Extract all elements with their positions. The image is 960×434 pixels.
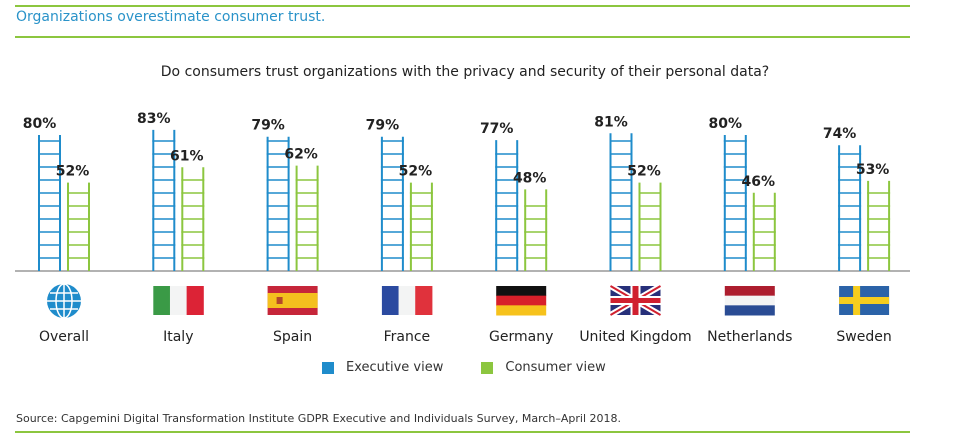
- category-group: 79% 52% France: [366, 118, 433, 345]
- legend-executive: Executive view: [322, 360, 443, 375]
- value-label: 80%: [23, 116, 57, 132]
- executive-ladder: [152, 129, 176, 271]
- category-group: 80% 52% Overall: [23, 116, 90, 345]
- executive-ladder: [38, 135, 61, 271]
- value-label: 79%: [366, 118, 400, 134]
- flag-cross: [839, 297, 890, 304]
- flag-germany-icon: [496, 286, 547, 316]
- executive-ladder: [495, 140, 519, 271]
- flag-sweden-icon: [839, 286, 890, 315]
- value-label: 79%: [251, 118, 285, 134]
- flag-spain-icon: [267, 286, 318, 315]
- consumer-ladder: [638, 182, 662, 271]
- category-label: Germany: [489, 329, 553, 345]
- flag-stripe: [186, 286, 204, 315]
- legend-consumer: Consumer view: [481, 360, 606, 375]
- flag-stripe: [153, 286, 171, 315]
- category-group: 79% 62% Spain: [251, 118, 319, 345]
- flag-stripe: [169, 286, 188, 315]
- flag-italy-icon: [153, 286, 204, 315]
- legend: Executive view Consumer view: [322, 360, 606, 375]
- category-label: Netherlands: [707, 329, 792, 345]
- value-label: 77%: [480, 121, 514, 137]
- headline-divider: [15, 36, 910, 38]
- top-divider: [15, 5, 910, 7]
- legend-label: Executive view: [346, 360, 444, 375]
- value-label: 81%: [594, 114, 628, 130]
- flag-stripe: [267, 293, 318, 308]
- category-label: France: [384, 329, 431, 345]
- category-group: 77% 48% Germany: [480, 121, 553, 345]
- flag-stripe: [496, 305, 547, 316]
- ladder-chart: 80% 52% Overall 83% 61% Italy 79% 62% Spain 79% 52…: [15, 111, 910, 345]
- value-label: 48%: [513, 170, 547, 186]
- flag-netherlands-icon: [724, 286, 775, 316]
- value-label: 52%: [627, 164, 661, 180]
- value-label: 46%: [742, 174, 776, 190]
- consumer-ladder: [181, 167, 205, 271]
- category-label: United Kingdom: [579, 329, 691, 345]
- executive-ladder: [266, 136, 290, 271]
- consumer-ladder: [295, 165, 319, 271]
- value-label: 62%: [284, 147, 318, 163]
- flag-emblem: [276, 297, 283, 304]
- value-label: 83%: [137, 111, 171, 127]
- value-label: 61%: [170, 148, 204, 164]
- category-label: Overall: [39, 329, 89, 345]
- category-label: Italy: [163, 329, 193, 345]
- legend-swatch-executive: [322, 361, 334, 374]
- category-label: Spain: [273, 329, 312, 345]
- flag-stripe: [381, 286, 400, 315]
- flag-cross: [610, 298, 661, 303]
- category-group: 74% 53% Sweden: [823, 126, 892, 345]
- flag-uk-icon: [608, 283, 663, 318]
- value-label: 80%: [709, 116, 743, 132]
- executive-ladder: [838, 145, 862, 271]
- consumer-ladder: [524, 189, 548, 271]
- flag-france-icon: [381, 286, 433, 315]
- source-note: Source: Capgemini Digital Transformation…: [16, 412, 622, 425]
- consumer-ladder: [867, 180, 891, 271]
- executive-ladder: [380, 136, 404, 271]
- globe-icon: [47, 283, 81, 319]
- headline: Organizations overestimate consumer trus…: [16, 9, 326, 25]
- value-label: 74%: [823, 126, 857, 142]
- value-label: 52%: [399, 164, 433, 180]
- consumer-ladder: [409, 182, 433, 271]
- flag-stripe: [415, 286, 433, 315]
- category-group: 83% 61% Italy: [137, 111, 205, 345]
- category-group: 81% 52% United Kingdom: [579, 114, 691, 345]
- flag-stripe: [724, 286, 775, 297]
- flag-stripe: [398, 286, 416, 315]
- legend-swatch-consumer: [481, 361, 494, 374]
- executive-ladder: [723, 135, 747, 271]
- globe-line: [55, 283, 73, 319]
- executive-ladder: [609, 133, 633, 271]
- legend-label: Consumer view: [505, 360, 606, 375]
- flag-stripe: [496, 295, 547, 306]
- flag-stripe: [724, 305, 775, 316]
- value-label: 52%: [56, 164, 90, 180]
- flag-stripe: [496, 286, 547, 297]
- category-group: 80% 46% Netherlands: [707, 116, 792, 345]
- flag-stripe: [724, 295, 775, 306]
- category-label: Sweden: [836, 329, 891, 345]
- value-label: 53%: [856, 162, 890, 178]
- chart-title: Do consumers trust organizations with th…: [160, 64, 770, 80]
- consumer-ladder: [752, 192, 776, 271]
- consumer-ladder: [67, 182, 90, 271]
- bottom-divider: [15, 431, 910, 433]
